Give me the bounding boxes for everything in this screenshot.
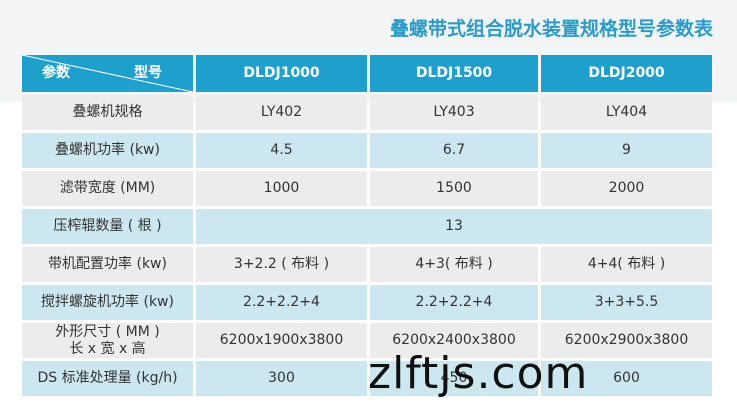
header-corner: 参数 型号	[22, 55, 193, 92]
table-cell: 6200x1900x3800	[196, 323, 367, 358]
label-line: 叠螺机规格	[72, 104, 143, 120]
table-cell: 6200x2900x3800	[541, 323, 712, 358]
label-line: 滤带宽度 (MM)	[59, 180, 156, 196]
cell-text: 6200x2900x3800	[564, 332, 689, 348]
param-label: 参数	[42, 65, 70, 81]
diagonal	[22, 55, 193, 92]
cell-text: 6.7	[442, 142, 466, 158]
table-cell: 3+2.2 ( 布料 )	[196, 247, 367, 282]
cell-text: LY402	[260, 104, 303, 120]
header-cell: DLDJ1500	[370, 55, 538, 92]
table-cell: 2.2+2.2+4	[196, 285, 367, 320]
header-cell: DLDJ2000	[541, 55, 712, 92]
row-label: 外形尺寸 ( MM ) 长 x 宽 x 高	[22, 323, 193, 358]
cell-text: 1500	[436, 180, 472, 196]
cell-text: 6200x2400x3800	[392, 332, 516, 348]
cell-text: 6200x1900x3800	[219, 332, 344, 348]
cell-text: 300	[268, 370, 295, 386]
table-cell: 6200x2400x3800	[370, 323, 538, 358]
label-line: 叠螺机功率 (kw)	[55, 142, 160, 158]
label-line: 带机配置功率 (kw)	[48, 256, 167, 272]
table-cell: 3+3+5.5	[541, 285, 712, 320]
cell-text: 4+4( 布料 )	[587, 256, 666, 272]
table-cell: LY403	[370, 95, 538, 130]
model-label: 型号	[134, 65, 162, 81]
cell-text: 3+2.2 ( 布料 )	[233, 256, 330, 272]
model-name: DLDJ1000	[243, 65, 320, 81]
title: 叠螺带式组合脱水装置规格型号参数表	[389, 18, 713, 40]
watermark: zlftjs.com	[368, 348, 589, 399]
table-cell: 4+4( 布料 )	[541, 247, 712, 282]
row-label: 搅拌螺旋机功率 (kw)	[22, 285, 193, 320]
label-line: 压榨辊数量 ( 根 )	[53, 218, 162, 234]
table-cell: 9	[541, 133, 712, 168]
row-label: 滤带宽度 (MM)	[22, 171, 193, 206]
table-cell: LY402	[196, 95, 367, 130]
row-label: DS 标准处理量 (kg/h)	[22, 361, 193, 396]
header-cell: DLDJ1000	[196, 55, 367, 92]
table-cell: 600	[541, 361, 712, 396]
cell-text: 4+3( 布料 )	[415, 256, 493, 272]
table-cell: 300	[196, 361, 367, 396]
table-cell: 2.2+2.2+4	[370, 285, 538, 320]
model-name: DLDJ1500	[415, 65, 493, 81]
table-cell: 1000	[196, 171, 367, 206]
cell-text: 600	[613, 370, 640, 386]
label-line: 搅拌螺旋机功率 (kw)	[41, 294, 174, 310]
table-cell: 450	[370, 361, 538, 396]
cell-text: 3+3+5.5	[594, 294, 659, 310]
cell-text: 1000	[263, 180, 300, 196]
cell-text: 2.2+2.2+4	[415, 294, 493, 310]
table-cell: 4.5	[196, 133, 367, 168]
cell-text: 2.2+2.2+4	[243, 294, 320, 310]
row-label: 叠螺机规格	[22, 95, 193, 130]
cell-text: LY403	[433, 104, 475, 120]
table-cell: LY404	[541, 95, 712, 130]
table-cell: 2000	[541, 171, 712, 206]
table-cell: 1500	[370, 171, 538, 206]
table-cell: 4+3( 布料 )	[370, 247, 538, 282]
merged-cell: 13	[196, 209, 712, 244]
cell-text: 9	[622, 142, 631, 158]
cell-text: 4.5	[270, 142, 293, 158]
label-line: DS 标准处理量 (kg/h)	[37, 370, 178, 386]
row-label: 叠螺机功率 (kw)	[22, 133, 193, 168]
label-line: 外形尺寸 ( MM )	[55, 323, 160, 340]
label-line: 长 x 宽 x 高	[69, 340, 146, 357]
cell-text: 13	[445, 218, 463, 234]
table-cell: 6.7	[370, 133, 538, 168]
cell-text: LY404	[605, 104, 648, 120]
model-name: DLDJ2000	[588, 65, 665, 81]
row-label: 带机配置功率 (kw)	[22, 247, 193, 282]
cell-text: 450	[440, 370, 468, 386]
row-label: 压榨辊数量 ( 根 )	[22, 209, 193, 244]
cell-text: 2000	[608, 180, 645, 196]
